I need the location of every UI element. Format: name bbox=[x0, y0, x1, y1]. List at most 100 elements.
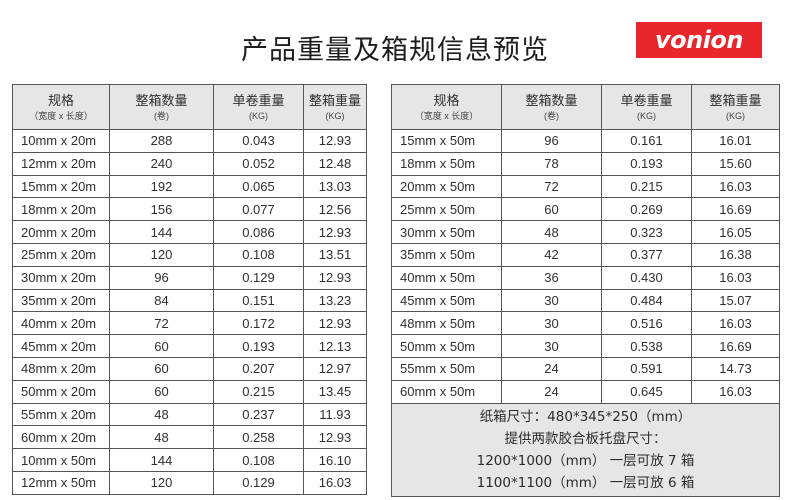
cell-spec: 48mm x 20m bbox=[12, 356, 110, 381]
cell-unit-weight: 0.161 bbox=[601, 129, 692, 153]
table-row: 40mm x 20m 72 0.172 12.93 bbox=[12, 311, 367, 336]
cell-spec: 55mm x 20m bbox=[12, 402, 110, 427]
cell-spec: 40mm x 50m bbox=[391, 265, 502, 290]
cell-box-weight: 15.07 bbox=[691, 288, 780, 313]
cell-unit-weight: 0.065 bbox=[213, 174, 304, 199]
cell-spec: 20mm x 50m bbox=[391, 174, 502, 199]
table-row: 18mm x 20m 156 0.077 12.56 bbox=[12, 197, 367, 222]
cell-unit-weight: 0.237 bbox=[213, 402, 304, 427]
header-sublabel: （宽度 x 长度） bbox=[414, 111, 479, 121]
cell-box-qty: 48 bbox=[501, 220, 602, 244]
table-row: 25mm x 20m 120 0.108 13.51 bbox=[12, 242, 367, 267]
cell-box-qty: 36 bbox=[501, 265, 602, 290]
cell-unit-weight: 0.193 bbox=[213, 334, 304, 358]
cell-unit-weight: 0.129 bbox=[213, 470, 304, 495]
cell-box-qty: 96 bbox=[501, 129, 602, 153]
cell-spec: 50mm x 20m bbox=[12, 379, 110, 404]
col-header-box-weight: 整箱重量 (KG) bbox=[303, 84, 367, 130]
table-row: 60mm x 50m 24 0.645 16.03 bbox=[391, 379, 780, 404]
cell-spec: 12mm x 50m bbox=[12, 470, 110, 495]
cell-box-weight: 12.93 bbox=[303, 129, 367, 153]
cell-box-weight: 11.93 bbox=[303, 402, 367, 427]
table-row: 40mm x 50m 36 0.430 16.03 bbox=[391, 265, 780, 290]
table-row: 48mm x 50m 30 0.516 16.03 bbox=[391, 311, 780, 336]
cell-box-weight: 12.93 bbox=[303, 425, 367, 450]
cell-unit-weight: 0.193 bbox=[601, 151, 692, 176]
header-sublabel: (KG) bbox=[249, 111, 268, 121]
weight-table-right: 规格 （宽度 x 长度） 整箱数量 (卷) 单卷重量 (KG) 整箱重量 (KG) 15… bbox=[391, 84, 780, 497]
cell-box-qty: 24 bbox=[501, 356, 602, 381]
col-header-box-weight: 整箱重量 (KG) bbox=[691, 84, 780, 130]
cell-box-weight: 13.51 bbox=[303, 242, 367, 267]
table-header-row: 规格 （宽度 x 长度） 整箱数量 (卷) 单卷重量 (KG) 整箱重量 (KG) bbox=[12, 84, 367, 130]
cell-spec: 18mm x 50m bbox=[391, 151, 502, 176]
cell-spec: 50mm x 50m bbox=[391, 334, 502, 358]
table-row: 30mm x 20m 96 0.129 12.93 bbox=[12, 265, 367, 290]
notes-row: 纸箱尺寸：480*345*250（mm） 提供两款胶合板托盘尺寸： 1200*1… bbox=[391, 402, 780, 497]
cell-box-qty: 156 bbox=[109, 197, 214, 222]
note-carton-size: 纸箱尺寸：480*345*250（mm） bbox=[479, 408, 692, 425]
cell-box-weight: 16.01 bbox=[691, 129, 780, 153]
cell-spec: 30mm x 50m bbox=[391, 220, 502, 244]
note-pallet-intro: 提供两款胶合板托盘尺寸： bbox=[504, 430, 667, 447]
cell-spec: 35mm x 20m bbox=[12, 288, 110, 313]
cell-spec: 12mm x 20m bbox=[12, 151, 110, 176]
col-header-box-qty: 整箱数量 (卷) bbox=[501, 84, 602, 130]
cell-unit-weight: 0.484 bbox=[601, 288, 692, 313]
cell-spec: 45mm x 20m bbox=[12, 334, 110, 358]
cell-unit-weight: 0.043 bbox=[213, 129, 304, 153]
cell-box-qty: 72 bbox=[109, 311, 214, 336]
table-row: 35mm x 20m 84 0.151 13.23 bbox=[12, 288, 367, 313]
cell-box-qty: 30 bbox=[501, 334, 602, 358]
table-row: 18mm x 50m 78 0.193 15.60 bbox=[391, 151, 780, 176]
cell-box-qty: 84 bbox=[109, 288, 214, 313]
table-row: 30mm x 50m 48 0.323 16.05 bbox=[391, 220, 780, 244]
table-row: 50mm x 20m 60 0.215 13.45 bbox=[12, 379, 367, 404]
cell-box-qty: 120 bbox=[109, 242, 214, 267]
cell-box-weight: 16.69 bbox=[691, 197, 780, 222]
cell-box-qty: 144 bbox=[109, 448, 214, 472]
cell-box-weight: 12.93 bbox=[303, 265, 367, 290]
table-row: 55mm x 20m 48 0.237 11.93 bbox=[12, 402, 367, 427]
cell-box-weight: 12.56 bbox=[303, 197, 367, 222]
cell-box-qty: 288 bbox=[109, 129, 214, 153]
cell-box-weight: 12.97 bbox=[303, 356, 367, 381]
cell-box-weight: 16.03 bbox=[691, 174, 780, 199]
cell-unit-weight: 0.516 bbox=[601, 311, 692, 336]
cell-unit-weight: 0.108 bbox=[213, 242, 304, 267]
cell-spec: 48mm x 50m bbox=[391, 311, 502, 336]
cell-spec: 25mm x 20m bbox=[12, 242, 110, 267]
cell-spec: 60mm x 50m bbox=[391, 379, 502, 404]
cell-spec: 10mm x 50m bbox=[12, 448, 110, 472]
col-header-spec: 规格 （宽度 x 长度） bbox=[12, 84, 110, 130]
cell-spec: 45mm x 50m bbox=[391, 288, 502, 313]
cell-box-qty: 96 bbox=[109, 265, 214, 290]
cell-box-weight: 16.03 bbox=[691, 379, 780, 404]
cell-box-qty: 72 bbox=[501, 174, 602, 199]
cell-unit-weight: 0.129 bbox=[213, 265, 304, 290]
table-header-row: 规格 （宽度 x 长度） 整箱数量 (卷) 单卷重量 (KG) 整箱重量 (KG) bbox=[391, 84, 780, 130]
cell-spec: 15mm x 20m bbox=[12, 174, 110, 199]
cell-spec: 40mm x 20m bbox=[12, 311, 110, 336]
header-label: 单卷重量 bbox=[620, 93, 673, 108]
cell-unit-weight: 0.151 bbox=[213, 288, 304, 313]
col-header-box-qty: 整箱数量 (卷) bbox=[109, 84, 214, 130]
cell-box-weight: 14.73 bbox=[691, 356, 780, 381]
header-label: 整箱重量 bbox=[308, 93, 361, 108]
cell-box-weight: 12.93 bbox=[303, 311, 367, 336]
table-row: 35mm x 50m 42 0.377 16.38 bbox=[391, 242, 780, 267]
col-header-unit-weight: 单卷重量 (KG) bbox=[213, 84, 304, 130]
cell-box-weight: 16.10 bbox=[303, 448, 367, 472]
cell-unit-weight: 0.052 bbox=[213, 151, 304, 176]
cell-unit-weight: 0.430 bbox=[601, 265, 692, 290]
table-row: 50mm x 50m 30 0.538 16.69 bbox=[391, 334, 780, 358]
table-row: 20mm x 20m 144 0.086 12.93 bbox=[12, 220, 367, 244]
cell-box-weight: 15.60 bbox=[691, 151, 780, 176]
table-row: 45mm x 50m 30 0.484 15.07 bbox=[391, 288, 780, 313]
cell-spec: 10mm x 20m bbox=[12, 129, 110, 153]
weight-table-left: 规格 （宽度 x 长度） 整箱数量 (卷) 单卷重量 (KG) 整箱重量 (KG) 10… bbox=[12, 84, 367, 495]
cell-box-weight: 13.23 bbox=[303, 288, 367, 313]
cell-box-weight: 16.03 bbox=[691, 311, 780, 336]
cell-box-qty: 78 bbox=[501, 151, 602, 176]
cell-box-qty: 60 bbox=[501, 197, 602, 222]
